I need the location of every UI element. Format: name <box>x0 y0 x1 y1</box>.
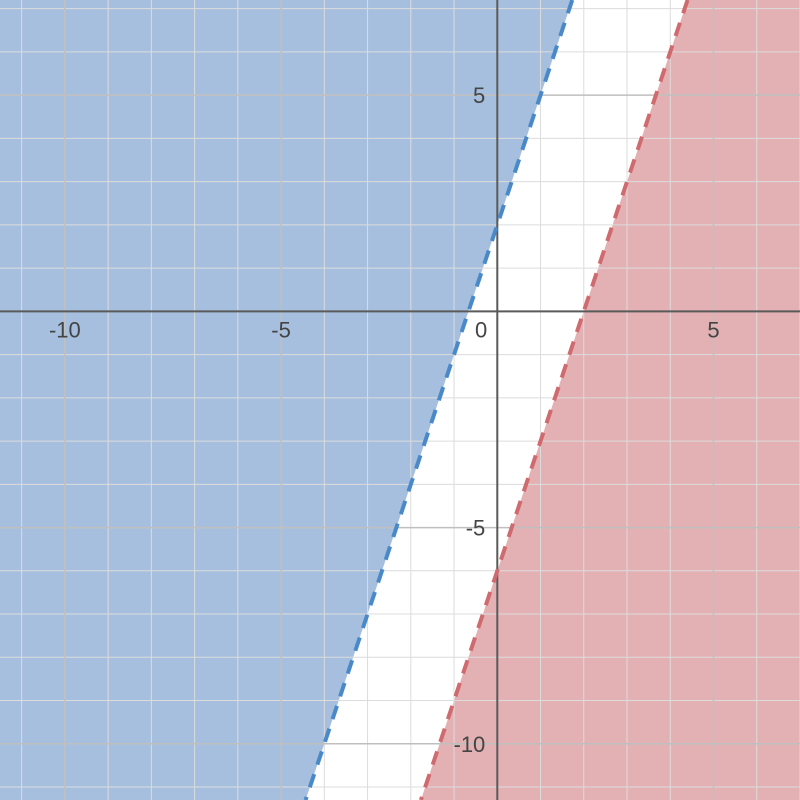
x-tick-label: 5 <box>707 317 719 342</box>
x-tick-label: -10 <box>49 317 81 342</box>
x-tick-label: -5 <box>271 317 291 342</box>
y-tick-label: -5 <box>466 516 486 541</box>
y-tick-label: 5 <box>473 83 485 108</box>
x-tick-label: 0 <box>475 317 487 342</box>
y-tick-label: -10 <box>454 732 486 757</box>
inequality-chart: -10 -5 0 5 5 -5 -10 <box>0 0 800 800</box>
